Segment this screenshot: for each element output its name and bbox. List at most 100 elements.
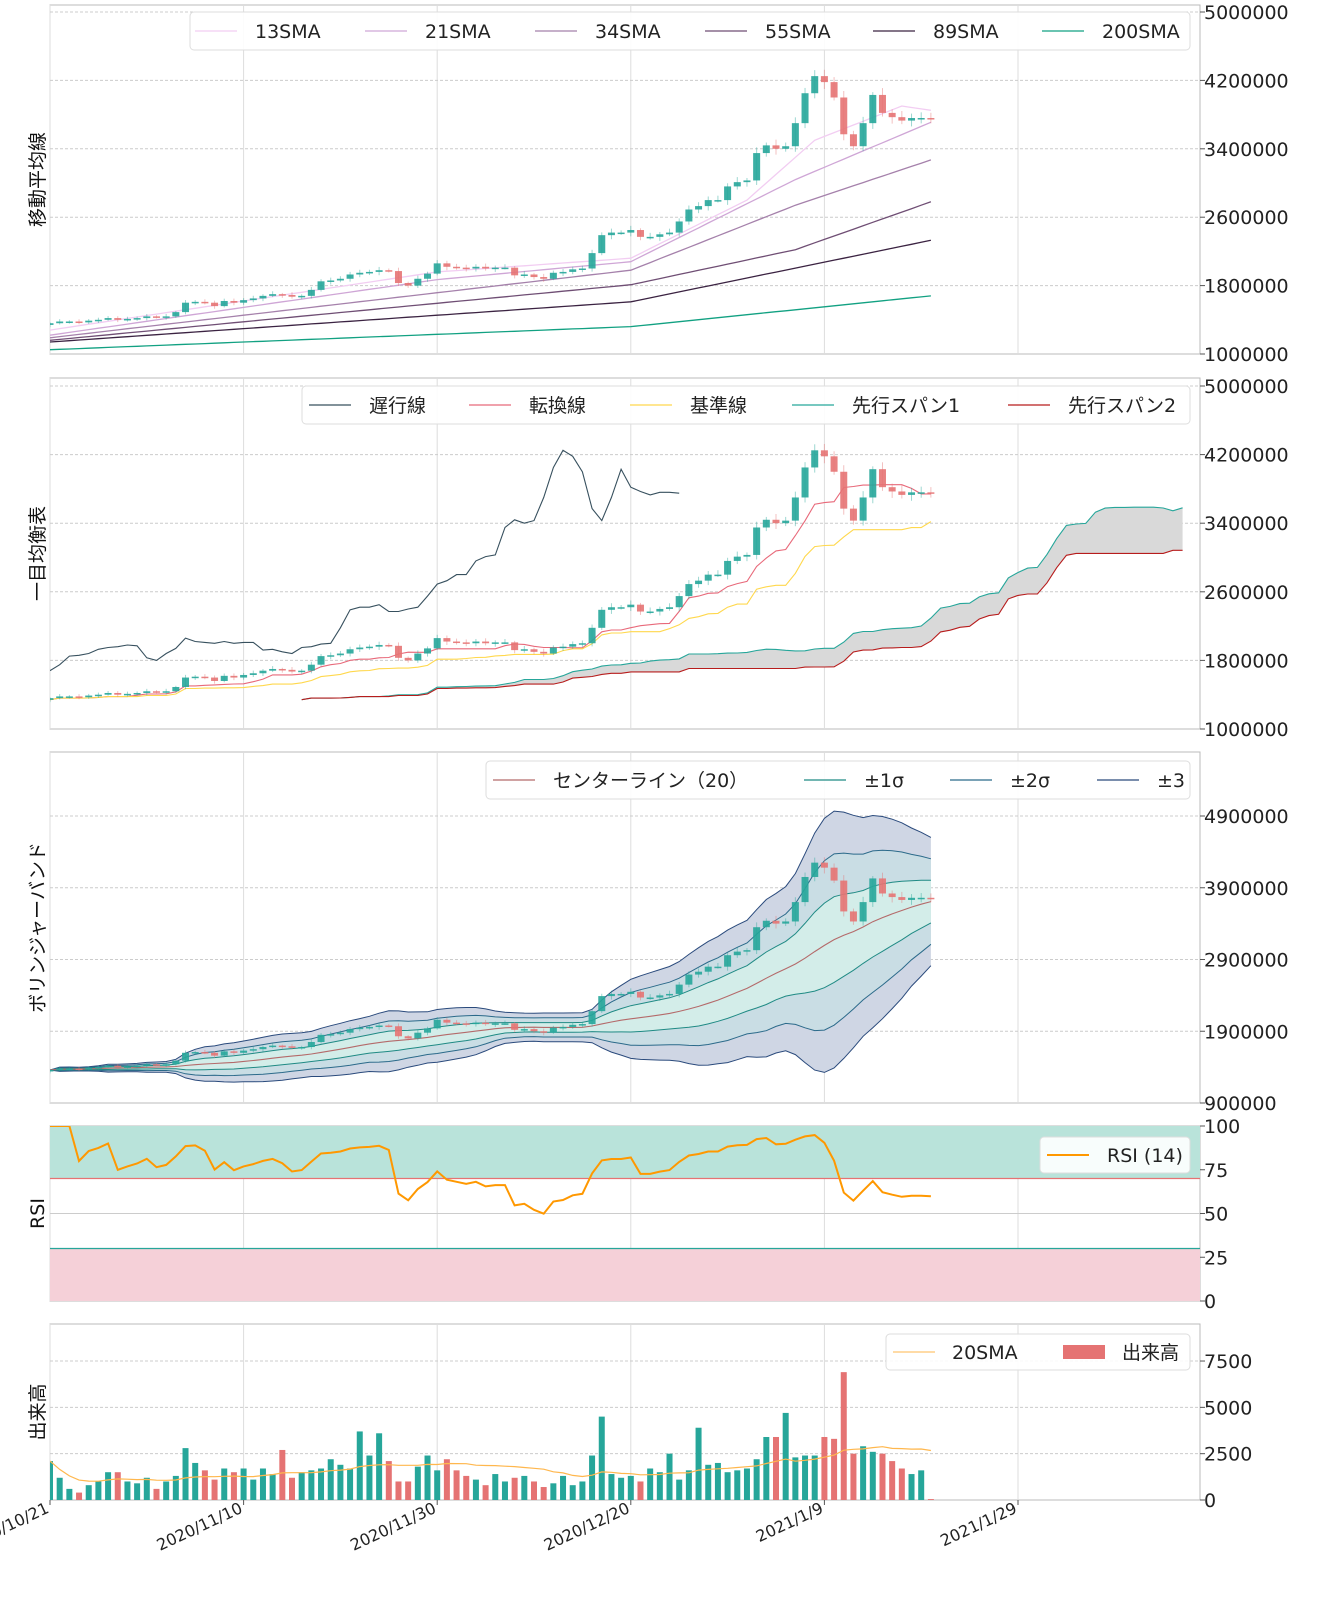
candle-body bbox=[898, 117, 906, 121]
candle-body bbox=[443, 638, 451, 642]
candle-body bbox=[424, 273, 432, 279]
sma-line-21SMA bbox=[50, 121, 932, 336]
candle-body bbox=[201, 301, 209, 304]
candle-body bbox=[578, 268, 586, 270]
y-tick-label: 1800000 bbox=[1204, 276, 1289, 298]
candle-body bbox=[830, 456, 838, 472]
panel-1: 1000000 1800000 2600000 3400000 4200000 50000… bbox=[27, 2, 1289, 366]
candle-body bbox=[424, 1028, 432, 1033]
candle-body bbox=[520, 1029, 528, 1031]
candle-body bbox=[656, 608, 664, 612]
candle-body bbox=[114, 1065, 122, 1068]
candle-body bbox=[801, 876, 809, 903]
candle-body bbox=[472, 1022, 480, 1025]
candle-body bbox=[646, 611, 654, 614]
candle-body bbox=[540, 651, 548, 654]
candle-body bbox=[162, 1064, 170, 1066]
candle-body bbox=[666, 993, 674, 996]
volume-bar bbox=[143, 1477, 150, 1500]
volume-bar bbox=[221, 1468, 228, 1500]
candle-body bbox=[375, 270, 383, 272]
legend-label: 55SMA bbox=[765, 21, 831, 43]
sma-line-34SMA bbox=[50, 159, 932, 339]
candle-body bbox=[501, 642, 509, 644]
volume-bar bbox=[860, 1446, 867, 1500]
volume-bar bbox=[705, 1464, 712, 1500]
candle-body bbox=[104, 1065, 112, 1068]
volume-bar bbox=[656, 1472, 663, 1500]
candle-body bbox=[346, 1029, 354, 1033]
candle-body bbox=[220, 675, 228, 681]
candle-body bbox=[704, 574, 712, 581]
candle-body bbox=[733, 556, 741, 561]
candle-body bbox=[191, 676, 199, 679]
candle-body bbox=[743, 180, 751, 183]
candle-body bbox=[385, 1025, 393, 1028]
volume-bar bbox=[308, 1470, 315, 1500]
legend-box bbox=[1039, 1136, 1191, 1174]
volume-bar bbox=[898, 1468, 905, 1500]
y-tick-label: 3400000 bbox=[1204, 513, 1289, 535]
volume-bar bbox=[908, 1474, 915, 1500]
volume-bar bbox=[95, 1481, 102, 1500]
candle-body bbox=[327, 1034, 335, 1036]
volume-bar bbox=[647, 1468, 654, 1500]
band-upper-2sigma bbox=[50, 849, 932, 1071]
candle-body bbox=[433, 263, 441, 274]
volume-bar bbox=[153, 1488, 160, 1500]
volume-bar bbox=[618, 1477, 625, 1500]
candle-body bbox=[152, 316, 160, 318]
candle-body bbox=[278, 294, 286, 296]
candle-body bbox=[666, 232, 674, 235]
candle-body bbox=[530, 274, 538, 278]
candle-body bbox=[278, 1045, 286, 1048]
volume-bar bbox=[627, 1475, 634, 1500]
panel-5: 0 2500 5000 7500 出来高 bbox=[27, 1323, 1252, 1512]
candle-body bbox=[520, 274, 528, 276]
candle-body bbox=[840, 471, 848, 509]
candle-body bbox=[549, 1027, 557, 1033]
candle-body bbox=[801, 467, 809, 498]
candle-body bbox=[482, 266, 490, 269]
y-tick-label: 3900000 bbox=[1204, 878, 1289, 900]
candle-body bbox=[646, 236, 654, 239]
candle-body bbox=[791, 902, 799, 922]
candle-body bbox=[249, 298, 257, 301]
candle-body bbox=[598, 609, 606, 628]
volume-bar bbox=[230, 1472, 237, 1500]
candle-body bbox=[172, 1060, 180, 1065]
candle-body bbox=[569, 269, 577, 272]
volume-bar bbox=[685, 1470, 692, 1500]
candle-body bbox=[288, 669, 296, 672]
candle-body bbox=[869, 469, 877, 498]
candle-body bbox=[152, 1064, 160, 1066]
volume-bar bbox=[289, 1477, 295, 1500]
band-1sigma-fill bbox=[50, 880, 931, 1070]
candle-body bbox=[588, 627, 596, 644]
candle-body bbox=[685, 209, 693, 222]
candle-body bbox=[733, 182, 741, 187]
volume-bar bbox=[66, 1488, 73, 1500]
panel-4: 0 25 50 75 100 RSI bbox=[27, 1116, 1240, 1313]
volume-bar bbox=[114, 1472, 121, 1500]
volume-bar bbox=[269, 1474, 276, 1500]
candle-body bbox=[298, 670, 306, 673]
legend-label: 先行スパン2 bbox=[1068, 395, 1176, 417]
kijun-line bbox=[50, 521, 932, 701]
candle-body bbox=[888, 487, 896, 492]
y-tick-label: 1800000 bbox=[1204, 650, 1289, 672]
candle-body bbox=[540, 277, 548, 279]
oversold-zone bbox=[50, 1248, 1200, 1301]
candle-body bbox=[704, 966, 712, 972]
legend-label: ±3 bbox=[1157, 770, 1185, 792]
legend-label: 先行スパン1 bbox=[852, 395, 960, 417]
volume-bar bbox=[182, 1448, 189, 1500]
candle-body bbox=[201, 676, 209, 679]
candle-body bbox=[230, 1051, 238, 1053]
candle-body bbox=[414, 278, 422, 286]
candle-body bbox=[491, 1023, 499, 1025]
volume-bar bbox=[337, 1464, 344, 1500]
candle-body bbox=[724, 186, 732, 201]
volume-bar bbox=[869, 1451, 876, 1500]
volume-bar bbox=[172, 1475, 179, 1500]
